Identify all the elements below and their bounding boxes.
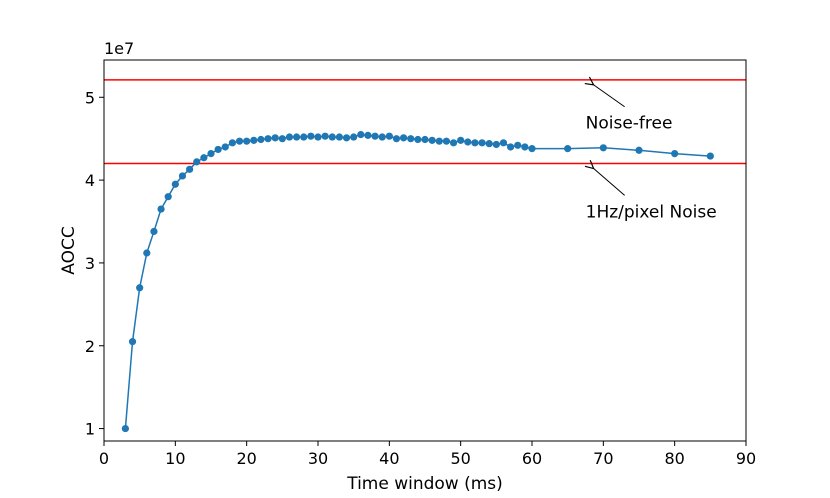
series-line: [124, 133, 711, 429]
x-tick-label: 20: [236, 449, 256, 468]
data-point: [314, 133, 322, 141]
data-point: [471, 139, 479, 147]
x-tick-label: 0: [99, 449, 109, 468]
data-point: [157, 205, 165, 213]
x-tick-label: 70: [593, 449, 613, 468]
y-scale-label: 1e7: [104, 39, 134, 58]
plot-frame: [103, 59, 747, 442]
annotations: Noise-free 1Hz/pixel Noise: [586, 85, 717, 222]
data-point: [442, 137, 450, 145]
data-point: [186, 165, 194, 173]
data-point: [449, 139, 458, 147]
data-point: [328, 133, 336, 141]
data-point: [128, 338, 137, 346]
x-tick-label: 40: [379, 449, 399, 468]
data-point: [257, 135, 265, 144]
data-point: [321, 132, 329, 140]
data-point: [235, 137, 244, 145]
data-point: [507, 143, 515, 151]
data-point: [342, 134, 351, 142]
data-point: [414, 135, 422, 144]
x-axis: 0 10 20 30 40 50 60 70 80 90: [99, 441, 756, 468]
data-point: [278, 135, 286, 143]
data-point: [599, 144, 607, 152]
data-point: [293, 133, 301, 141]
data-point: [392, 135, 401, 143]
y-axis-label: AOCC: [59, 226, 79, 274]
y-tick-label: 2: [85, 337, 95, 356]
data-point: [457, 136, 465, 144]
y-tick-label: 3: [85, 254, 95, 273]
y-axis: 1 2 3 4 5: [85, 88, 104, 439]
data-point: [143, 249, 151, 257]
data-point: [706, 152, 714, 160]
x-tick-label: 50: [450, 449, 470, 468]
data-point: [214, 145, 222, 154]
data-point: [492, 140, 500, 149]
annotation-label: Noise-free: [586, 114, 673, 134]
data-point: [407, 135, 415, 143]
data-point: [264, 135, 272, 143]
data-point: [271, 134, 279, 142]
y-tick-label: 5: [85, 88, 95, 107]
data-point: [514, 141, 522, 149]
x-tick-label: 80: [664, 449, 684, 468]
y-tick-label: 1: [85, 420, 95, 439]
data-point: [300, 133, 308, 141]
data-point: [193, 158, 201, 166]
data-point: [335, 133, 343, 141]
series-layer: [121, 130, 714, 433]
data-point: [164, 193, 172, 201]
annotation-label: 1Hz/pixel Noise: [586, 202, 717, 222]
reference-lines: [104, 79, 746, 165]
data-point: [228, 139, 236, 147]
annotation-arrow: [594, 85, 625, 108]
data-point: [385, 132, 393, 140]
data-point: [357, 130, 365, 139]
y-tick-label: 4: [85, 171, 95, 190]
data-point: [136, 284, 144, 292]
x-axis-label: Time window (ms): [346, 474, 503, 494]
data-point: [371, 132, 379, 140]
data-point: [121, 424, 129, 433]
data-point: [428, 136, 436, 144]
data-point: [364, 131, 372, 139]
data-point: [464, 138, 472, 146]
x-tick-label: 10: [165, 449, 185, 468]
data-point: [200, 154, 208, 162]
data-point: [243, 137, 251, 145]
x-tick-label: 30: [308, 449, 328, 468]
annotation-arrow: [594, 169, 625, 196]
x-tick-label: 90: [736, 449, 756, 468]
data-point: [178, 172, 187, 180]
data-point: [485, 140, 493, 148]
data-point: [150, 227, 158, 236]
data-point: [307, 132, 315, 140]
data-point: [435, 137, 443, 145]
data-point: [207, 149, 215, 158]
data-point: [528, 145, 536, 153]
data-point: [400, 134, 408, 142]
data-point: [221, 143, 229, 151]
data-point: [285, 133, 294, 141]
data-point: [250, 136, 258, 144]
data-point: [171, 180, 179, 188]
data-point: [635, 146, 643, 154]
data-point: [378, 133, 386, 141]
data-point: [521, 143, 529, 151]
data-point: [564, 145, 572, 153]
x-tick-label: 60: [522, 449, 542, 468]
data-point: [499, 139, 508, 147]
data-point: [671, 149, 679, 158]
data-point: [350, 133, 358, 141]
data-point: [421, 135, 429, 144]
data-point: [478, 139, 486, 147]
